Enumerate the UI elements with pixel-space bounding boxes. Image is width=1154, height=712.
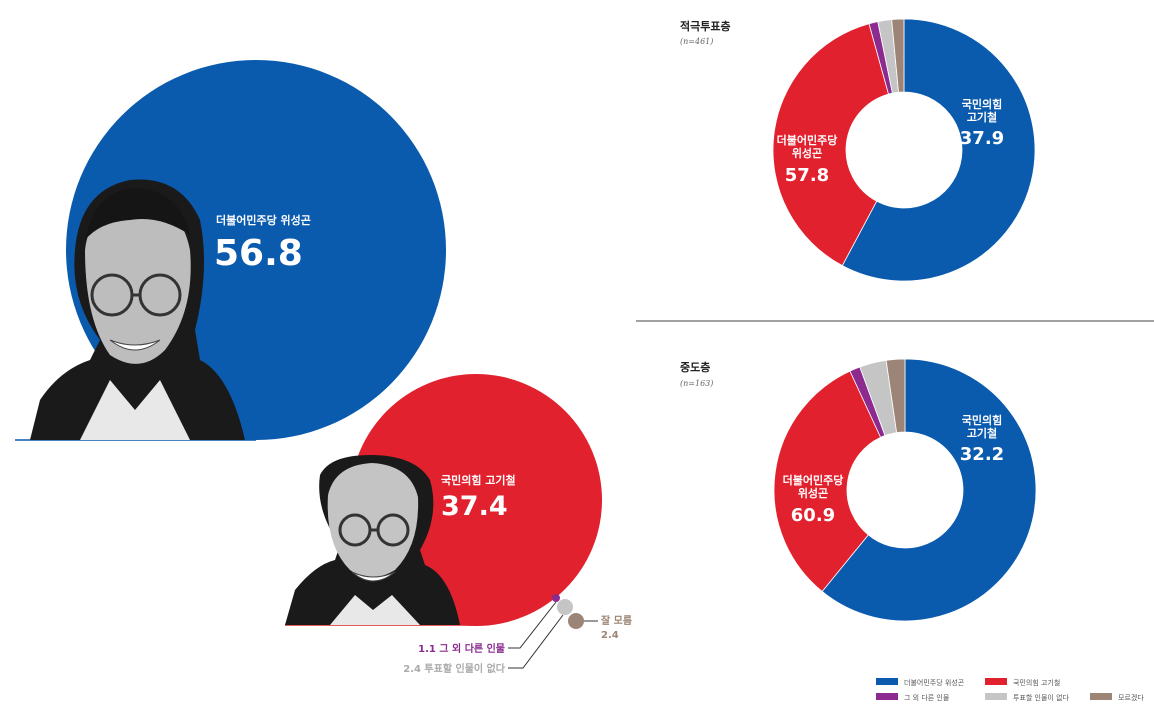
donut-1-slice-0 — [841, 18, 1036, 282]
donut-2-blue-value: 60.9 — [791, 505, 835, 526]
label-none: 2.4 투표할 인물이 없다 — [403, 662, 506, 675]
label-unsure-value: 2.4 — [601, 630, 619, 641]
donut-1-subtitle: (n=461) — [680, 37, 713, 46]
donut-2-slice-0 — [821, 358, 1037, 622]
donut-1-blue-name-1: 더불어민주당 — [777, 133, 838, 147]
legend-swatch — [985, 693, 1007, 700]
donut-2-red-value: 32.2 — [960, 444, 1004, 465]
label-blue-name: 더불어민주당 위성곤 — [216, 213, 311, 227]
legend-label: 그 외 다른 인물 — [904, 693, 950, 702]
label-blue-value: 56.8 — [214, 233, 303, 274]
donut-2-blue-name-2: 위성곤 — [798, 486, 828, 500]
legend-label: 국민의힘 고기철 — [1013, 678, 1060, 687]
donut-1-blue-value: 57.8 — [785, 165, 829, 186]
donut-chart-moderate-voters: 중도층 (n=163) 더불어민주당 위성곤 60.9 국민의힘 고기철 32.… — [680, 358, 1037, 622]
connector-purple — [508, 601, 557, 649]
label-unsure-name: 잘 모름 — [601, 615, 632, 627]
donut-1-red-name-1: 국민의힘 — [962, 97, 1002, 111]
legend: 더불어민주당 위성곤 국민의힘 고기철 그 외 다른 인물 투표할 인물이 없다… — [876, 678, 1144, 702]
bubble-chart: 더불어민주당 위성곤 56.8 국민의힘 고기철 37.4 1.1 그 외 다른… — [15, 60, 632, 675]
donut-2-blue-name-1: 더불어민주당 — [783, 473, 844, 487]
donut-1-blue-name-2: 위성곤 — [792, 146, 822, 160]
donut-1-red-name-2: 고기철 — [967, 110, 997, 124]
donut-2-red-name-2: 고기철 — [967, 426, 997, 440]
donut-2-slice-4 — [885, 358, 906, 434]
label-red-value: 37.4 — [441, 491, 508, 522]
legend-label: 더불어민주당 위성곤 — [904, 678, 965, 687]
donut-1-slice-4 — [891, 18, 905, 93]
legend-swatch — [876, 678, 898, 685]
legend-label: 모르겠다 — [1118, 693, 1144, 702]
donut-1-title: 적극투표층 — [680, 19, 731, 33]
connector-gray — [508, 614, 564, 669]
label-other: 1.1 그 외 다른 인물 — [418, 642, 505, 655]
donut-2-red-name-1: 국민의힘 — [962, 413, 1002, 427]
label-red-name: 국민의힘 고기철 — [441, 473, 516, 487]
bubble-lightgray — [557, 599, 573, 615]
legend-swatch — [876, 693, 898, 700]
legend-swatch — [1090, 693, 1112, 700]
donut-1-red-value: 37.9 — [960, 128, 1004, 149]
legend-swatch — [985, 678, 1007, 685]
donut-2-title: 중도층 — [680, 360, 710, 374]
candidate-portrait-icon — [285, 455, 460, 625]
bubble-brown — [568, 613, 584, 629]
donut-2-subtitle: (n=163) — [680, 379, 713, 388]
donut-1-slice-1 — [772, 23, 890, 267]
donut-2-slice-1 — [773, 370, 882, 593]
candidate-portrait-icon — [30, 179, 245, 440]
bubble-purple — [552, 594, 560, 602]
donut-chart-active-voters: 적극투표층 (n=461) 더불어민주당 위성곤 57.8 국민의힘 고기철 3… — [680, 18, 1036, 282]
legend-label: 투표할 인물이 없다 — [1013, 693, 1070, 702]
